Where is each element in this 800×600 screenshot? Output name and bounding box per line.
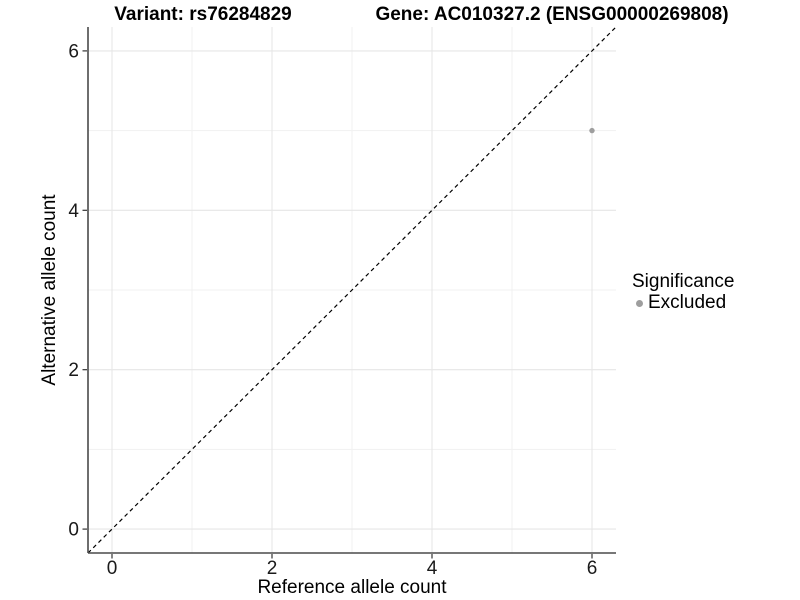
legend: Significance Excluded xyxy=(632,271,734,313)
legend-title: Significance xyxy=(632,271,735,292)
y-tick-label: 6 xyxy=(68,41,79,62)
data-point xyxy=(589,127,595,134)
x-tick-label: 0 xyxy=(107,558,118,579)
y-tick-label: 2 xyxy=(68,360,79,381)
x-tick-label: 4 xyxy=(427,558,438,579)
gene-title: Gene: AC010327.2 (ENSG00000269808) xyxy=(375,4,729,25)
legend-entry-label: Excluded xyxy=(648,292,727,313)
legend-entry-excluded: Excluded xyxy=(632,293,734,313)
y-tick-label: 0 xyxy=(68,520,79,541)
y-axis-title: Alternative allele count xyxy=(39,194,60,386)
y-tick-label: 4 xyxy=(68,201,79,222)
identity-dashed-line xyxy=(87,26,617,554)
variant-title: Variant: rs76284829 xyxy=(114,4,292,25)
excluded-point-icon xyxy=(636,299,643,307)
x-tick-label: 2 xyxy=(267,558,278,579)
x-axis-title: Reference allele count xyxy=(257,577,447,598)
x-tick-label: 6 xyxy=(587,558,598,579)
